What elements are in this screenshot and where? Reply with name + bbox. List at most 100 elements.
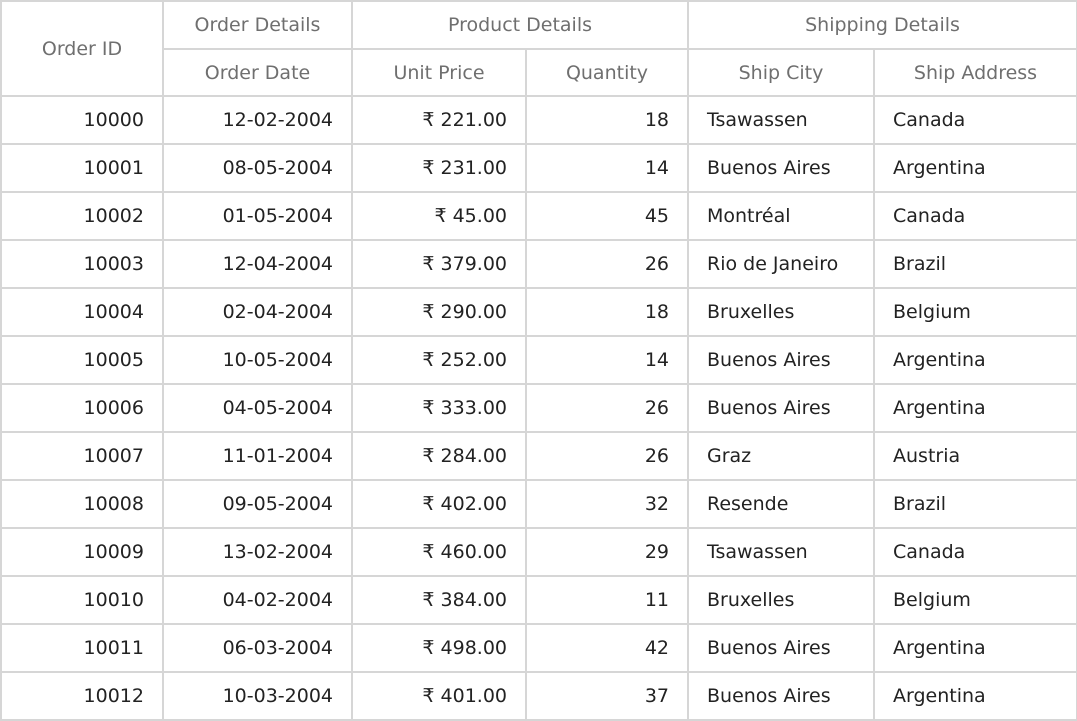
cell-order-date[interactable]: 08-05-2004 — [163, 144, 353, 193]
cell-ship-city[interactable]: Buenos Aires — [688, 672, 875, 721]
cell-order-id[interactable]: 10005 — [2, 336, 164, 385]
cell-unit-price[interactable]: ₹ 379.00 — [352, 240, 527, 289]
cell-ship-address[interactable]: Austria — [874, 432, 1077, 481]
cell-ship-city[interactable]: Bruxelles — [688, 288, 875, 337]
group-header-order-details: Order Details — [163, 2, 353, 50]
cell-unit-price[interactable]: ₹ 45.00 — [352, 192, 527, 241]
cell-ship-city[interactable]: Graz — [688, 432, 875, 481]
cell-order-id[interactable]: 10006 — [2, 384, 164, 433]
cell-ship-address[interactable]: Argentina — [874, 144, 1077, 193]
table-row[interactable]: 10000 12-02-2004 ₹ 221.00 18 Tsawassen Canada — [2, 96, 1077, 145]
cell-order-date[interactable]: 09-05-2004 — [163, 480, 353, 529]
cell-unit-price[interactable]: ₹ 401.00 — [352, 672, 527, 721]
table-row[interactable]: 10012 10-03-2004 ₹ 401.00 37 Buenos Aires Arg… — [2, 672, 1077, 721]
cell-ship-city[interactable]: Buenos Aires — [688, 144, 875, 193]
cell-quantity[interactable]: 26 — [526, 240, 689, 289]
cell-quantity[interactable]: 14 — [526, 144, 689, 193]
cell-unit-price[interactable]: ₹ 290.00 — [352, 288, 527, 337]
cell-unit-price[interactable]: ₹ 284.00 — [352, 432, 527, 481]
cell-order-date[interactable]: 13-02-2004 — [163, 528, 353, 577]
column-header-ship-address[interactable]: Ship Address — [874, 49, 1077, 97]
cell-unit-price[interactable]: ₹ 231.00 — [352, 144, 527, 193]
cell-order-id[interactable]: 10009 — [2, 528, 164, 577]
cell-order-date[interactable]: 11-01-2004 — [163, 432, 353, 481]
cell-quantity[interactable]: 45 — [526, 192, 689, 241]
cell-order-id[interactable]: 10003 — [2, 240, 164, 289]
cell-order-id[interactable]: 10012 — [2, 672, 164, 721]
cell-ship-address[interactable]: Argentina — [874, 336, 1077, 385]
cell-order-id[interactable]: 10010 — [2, 576, 164, 625]
cell-quantity[interactable]: 29 — [526, 528, 689, 577]
column-header-ship-city[interactable]: Ship City — [688, 49, 875, 97]
cell-unit-price[interactable]: ₹ 402.00 — [352, 480, 527, 529]
cell-quantity[interactable]: 32 — [526, 480, 689, 529]
cell-ship-address[interactable]: Argentina — [874, 624, 1077, 673]
cell-order-id[interactable]: 10011 — [2, 624, 164, 673]
column-header-unit-price[interactable]: Unit Price — [352, 49, 527, 97]
cell-ship-address[interactable]: Brazil — [874, 240, 1077, 289]
cell-ship-city[interactable]: Resende — [688, 480, 875, 529]
cell-ship-city[interactable]: Buenos Aires — [688, 384, 875, 433]
cell-ship-city[interactable]: Rio de Janeiro — [688, 240, 875, 289]
cell-quantity[interactable]: 14 — [526, 336, 689, 385]
cell-ship-address[interactable]: Belgium — [874, 576, 1077, 625]
table-body: 10000 12-02-2004 ₹ 221.00 18 Tsawassen Canada… — [2, 96, 1077, 721]
table-row[interactable]: 10009 13-02-2004 ₹ 460.00 29 Tsawassen Canada — [2, 528, 1077, 577]
cell-order-date[interactable]: 10-03-2004 — [163, 672, 353, 721]
cell-order-date[interactable]: 10-05-2004 — [163, 336, 353, 385]
cell-ship-city[interactable]: Buenos Aires — [688, 336, 875, 385]
cell-unit-price[interactable]: ₹ 221.00 — [352, 96, 527, 145]
cell-unit-price[interactable]: ₹ 460.00 — [352, 528, 527, 577]
table-row[interactable]: 10004 02-04-2004 ₹ 290.00 18 Bruxelles Belgiu… — [2, 288, 1077, 337]
cell-order-date[interactable]: 04-02-2004 — [163, 576, 353, 625]
cell-order-id[interactable]: 10000 — [2, 96, 164, 145]
column-header-quantity[interactable]: Quantity — [526, 49, 689, 97]
cell-ship-address[interactable]: Brazil — [874, 480, 1077, 529]
table-row[interactable]: 10003 12-04-2004 ₹ 379.00 26 Rio de Janeiro B… — [2, 240, 1077, 289]
cell-ship-city[interactable]: Buenos Aires — [688, 624, 875, 673]
table-row[interactable]: 10010 04-02-2004 ₹ 384.00 11 Bruxelles Belgiu… — [2, 576, 1077, 625]
cell-order-id[interactable]: 10004 — [2, 288, 164, 337]
cell-ship-address[interactable]: Canada — [874, 528, 1077, 577]
cell-ship-city[interactable]: Tsawassen — [688, 96, 875, 145]
cell-quantity[interactable]: 18 — [526, 288, 689, 337]
cell-order-id[interactable]: 10002 — [2, 192, 164, 241]
cell-quantity[interactable]: 42 — [526, 624, 689, 673]
cell-unit-price[interactable]: ₹ 498.00 — [352, 624, 527, 673]
table-row[interactable]: 10005 10-05-2004 ₹ 252.00 14 Buenos Aires Arg… — [2, 336, 1077, 385]
cell-order-id[interactable]: 10008 — [2, 480, 164, 529]
table-row[interactable]: 10002 01-05-2004 ₹ 45.00 45 Montréal Canada — [2, 192, 1077, 241]
cell-order-id[interactable]: 10007 — [2, 432, 164, 481]
cell-order-date[interactable]: 06-03-2004 — [163, 624, 353, 673]
column-header-order-date[interactable]: Order Date — [163, 49, 353, 97]
cell-order-date[interactable]: 12-04-2004 — [163, 240, 353, 289]
cell-ship-address[interactable]: Canada — [874, 96, 1077, 145]
cell-quantity[interactable]: 26 — [526, 384, 689, 433]
cell-order-date[interactable]: 04-05-2004 — [163, 384, 353, 433]
cell-ship-city[interactable]: Bruxelles — [688, 576, 875, 625]
cell-ship-address[interactable]: Canada — [874, 192, 1077, 241]
cell-quantity[interactable]: 37 — [526, 672, 689, 721]
table-row[interactable]: 10011 06-03-2004 ₹ 498.00 42 Buenos Aires Arg… — [2, 624, 1077, 673]
cell-ship-address[interactable]: Argentina — [874, 384, 1077, 433]
cell-quantity[interactable]: 18 — [526, 96, 689, 145]
cell-order-date[interactable]: 02-04-2004 — [163, 288, 353, 337]
column-header-order-id[interactable]: Order ID — [2, 2, 164, 97]
cell-quantity[interactable]: 11 — [526, 576, 689, 625]
cell-quantity[interactable]: 26 — [526, 432, 689, 481]
table-row[interactable]: 10001 08-05-2004 ₹ 231.00 14 Buenos Aires Arg… — [2, 144, 1077, 193]
cell-ship-city[interactable]: Montréal — [688, 192, 875, 241]
cell-ship-address[interactable]: Belgium — [874, 288, 1077, 337]
cell-ship-address[interactable]: Argentina — [874, 672, 1077, 721]
table-row[interactable]: 10008 09-05-2004 ₹ 402.00 32 Resende Brazil — [2, 480, 1077, 529]
cell-unit-price[interactable]: ₹ 252.00 — [352, 336, 527, 385]
cell-unit-price[interactable]: ₹ 384.00 — [352, 576, 527, 625]
header-row-groups: Order ID Order Details Product Details S… — [2, 2, 1077, 97]
cell-order-date[interactable]: 01-05-2004 — [163, 192, 353, 241]
cell-unit-price[interactable]: ₹ 333.00 — [352, 384, 527, 433]
table-row[interactable]: 10007 11-01-2004 ₹ 284.00 26 Graz Austria — [2, 432, 1077, 481]
cell-ship-city[interactable]: Tsawassen — [688, 528, 875, 577]
cell-order-date[interactable]: 12-02-2004 — [163, 96, 353, 145]
cell-order-id[interactable]: 10001 — [2, 144, 164, 193]
table-row[interactable]: 10006 04-05-2004 ₹ 333.00 26 Buenos Aires Arg… — [2, 384, 1077, 433]
